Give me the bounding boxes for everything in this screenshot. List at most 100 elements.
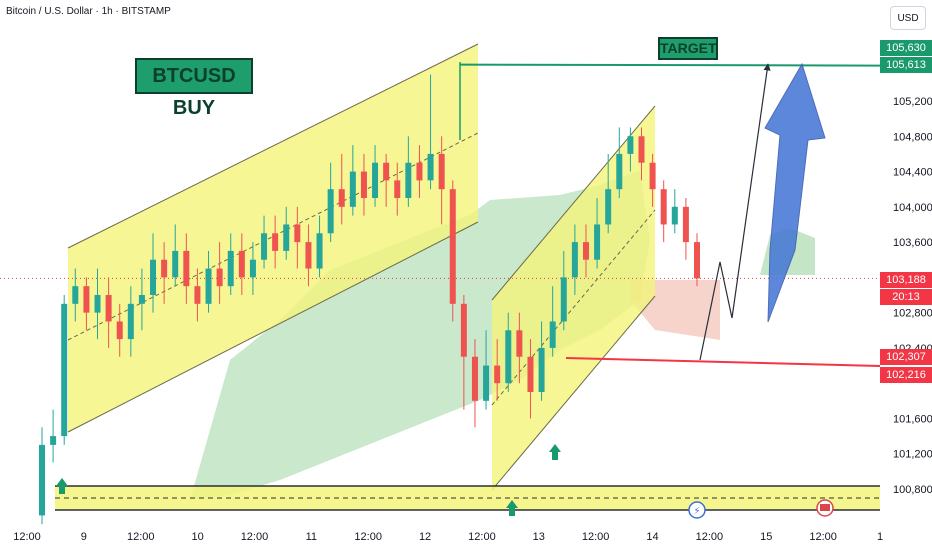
countdown-badge: 20:13 [880,289,932,305]
x-tick-label: 12:00 [13,531,41,543]
x-tick-label: 9 [81,531,87,543]
candle-body [627,136,634,154]
candle-body [405,162,412,198]
candle-body [605,189,612,225]
base-support-zone [55,486,880,510]
candle-body [227,250,234,287]
candle-body [594,224,601,260]
up-arrow-2 [549,444,561,460]
candle-body [671,206,678,225]
y-tick-label: 104,400 [893,167,932,179]
candle-body [261,233,268,260]
x-tick-label: 15 [760,531,772,543]
candle-body [527,356,534,392]
candle-body [294,224,301,243]
candle-body [116,321,123,340]
lightning-icon: ⚡ [693,506,700,517]
candle-body [360,171,367,198]
channel-right [492,106,655,490]
candle-body [83,286,90,313]
candle-body [283,224,290,251]
candle-body [582,242,589,260]
candle-body [682,206,689,243]
candle-body [194,286,201,304]
candle-body [394,180,401,198]
up-arrow-3 [506,500,518,516]
up-arrow-1 [56,478,68,494]
y-axis-ticks: 105,200 104,800 104,400 104,000 103,600 102,8… [893,96,932,496]
y-tick-label: 104,800 [893,131,932,143]
candle-body [316,233,323,269]
target-low-badge: 105,613 [880,57,932,73]
x-tick-label: 11 [306,531,317,543]
channel-left-upper [67,43,479,249]
event-icon[interactable] [688,501,706,519]
candles [39,74,700,525]
candle-body [94,295,101,313]
candle-body [50,436,57,445]
candle-body [460,303,467,357]
candle-body [427,153,434,181]
x-tick-label: 14 [646,531,658,543]
x-tick-label: 12:00 [809,531,837,543]
candle-body [560,277,567,322]
candle-body [305,242,312,269]
candle-body [61,303,68,437]
support-high-badge: 102,307 [880,349,932,365]
y-tick-label: 100,800 [893,484,932,496]
currency-button[interactable]: USD [890,6,926,30]
y-tick-label: 101,200 [893,449,932,461]
candle-body [349,171,356,207]
candle-body [471,356,478,401]
projection-path [699,63,771,361]
us-flag-icon [820,504,830,511]
chart-title: Bitcoin / U.S. Dollar · 1h · BITSTAMP [6,6,171,17]
candle-body [483,365,490,401]
target-label: TARGET [658,37,718,60]
x-tick-label: 10 [191,531,203,543]
x-tick-label: 12:00 [354,531,382,543]
candle-body [161,259,168,278]
candle-body [449,189,456,304]
candle-body [216,268,223,287]
x-tick-label: 12:00 [696,531,724,543]
candle-body [238,250,245,278]
current-price-badge: 103,188 [880,272,932,288]
candle-body [272,233,279,251]
candle-body [372,162,379,198]
channel-left-lower [67,221,479,433]
candle-body [327,189,334,234]
x-tick-label: 12:00 [127,531,155,543]
y-tick-label: 104,000 [893,202,932,214]
candle-body [660,189,667,225]
y-tick-label: 103,600 [893,237,932,249]
candle-body [105,295,112,322]
target-high-badge: 105,630 [880,40,932,56]
support-line [565,357,881,367]
target-line [459,63,881,67]
candle-body [338,189,345,207]
x-tick-label: 12 [419,531,431,543]
candle-body [694,242,700,279]
candle-body [72,286,79,304]
x-tick-label: 13 [533,531,545,543]
candle-body [616,153,623,190]
candle-body [138,295,145,304]
x-tick-label: 12:00 [468,531,496,543]
candle-body [571,242,578,278]
candle-body [438,153,445,190]
candle-body [127,303,134,340]
candle-body [538,347,545,392]
candle-body [249,259,256,278]
candle-body [183,250,190,287]
x-tick-label: 1 [877,531,883,543]
buy-label: BTCUSD BUY [135,58,253,119]
y-tick-label: 105,200 [893,96,932,108]
candle-body [416,162,423,181]
candle-body [205,268,212,304]
x-tick-label: 12:00 [582,531,610,543]
candle-body [516,330,523,357]
candle-body [494,365,501,384]
channel-right-lower [491,295,656,491]
